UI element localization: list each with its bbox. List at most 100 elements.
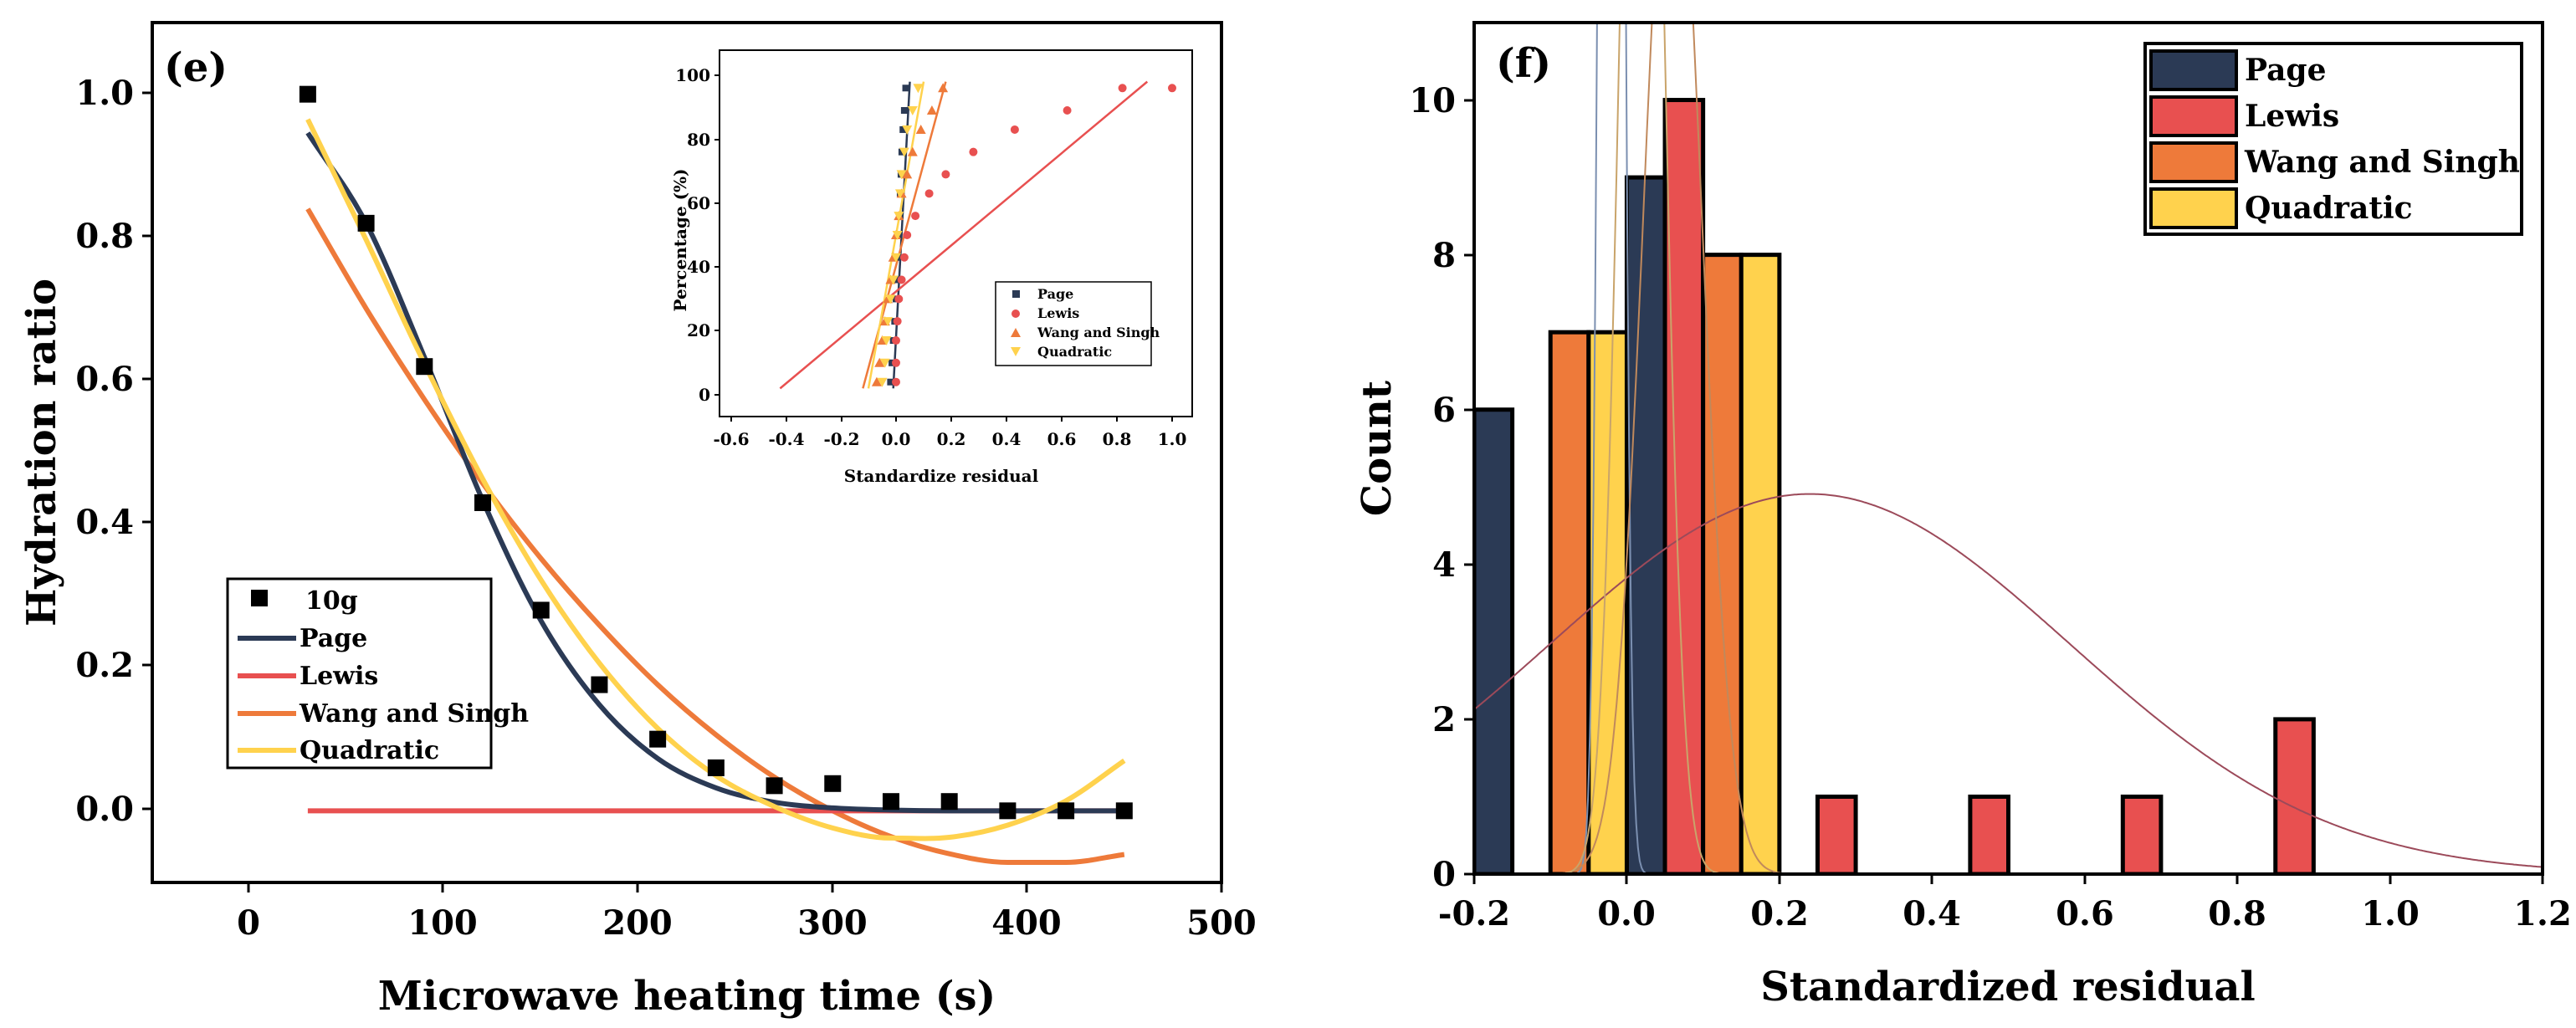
chart-e-point [357, 214, 375, 232]
chart-f-bar-wang-and-singh [1701, 253, 1744, 874]
chart-f-bar-page [1474, 407, 1515, 874]
chart-inset-point-quadratic [883, 317, 894, 327]
chart-f-y-ticks: 0 2 4 6 8 10 [1409, 81, 1474, 894]
chart-f-bar-page [1624, 175, 1667, 874]
chart-e-ytick-label: 0.2 [75, 646, 134, 685]
chart-inset-fit-lewis [779, 80, 1149, 390]
chart-e-point [824, 775, 842, 792]
chart-f-xtick-label: 1.2 [2513, 894, 2572, 933]
chart-inset-legend-frame [995, 281, 1152, 366]
chart-f-curve-lewis [1474, 493, 2543, 868]
chart-f-xtick-label: 0.8 [2208, 894, 2266, 933]
chart-inset-ytick-label: 0 [699, 385, 710, 405]
chart-e-legend-label-page: Page [300, 624, 367, 653]
chart-f-legend-swatch-page [2149, 49, 2238, 91]
chart-e-point [707, 759, 725, 776]
chart-f-bar-quadratic [1739, 253, 1782, 874]
chart-inset-ytick-label: 20 [687, 320, 710, 340]
chart-e-xtick-label: 0 [237, 903, 260, 943]
chart-inset-point-quadratic [879, 358, 890, 368]
chart-inset-point-lewis [1168, 84, 1176, 93]
chart-f-ytick-label: 2 [1432, 700, 1456, 739]
chart-inset-xtick-label: 1.0 [1158, 429, 1187, 449]
chart-e-y-ticks: 0.0 0.2 0.4 0.6 0.8 1.0 [75, 74, 152, 829]
chart-inset-point-quadratic [899, 147, 909, 157]
chart-inset-legend: Page Lewis Wang and Singh Quadratic [995, 281, 1160, 366]
chart-inset-x-axis-title: Standardize residual [844, 466, 1039, 486]
chart-e-point [416, 358, 433, 376]
chart-f-bar-lewis [2120, 794, 2164, 874]
chart-inset-point-lewis [893, 317, 902, 326]
chart-inset-point-page [887, 378, 894, 386]
chart-inset-point-wang-and-singh [907, 146, 918, 156]
chart-inset-xtick-label: 0.4 [992, 429, 1022, 449]
chart-inset-point-lewis [899, 253, 909, 262]
chart-f: (f) -0.2 0.0 0.2 0.4 0.6 0.8 1.0 1.2 0 2… [1354, 21, 2572, 1010]
chart-inset-point-wang-and-singh [874, 357, 885, 367]
chart-e-point [591, 676, 608, 693]
chart-f-xtick-label: 0.0 [1597, 894, 1656, 933]
chart-e-legend-label-10g: 10g [305, 586, 358, 616]
chart-e-ytick-label: 0.8 [75, 217, 134, 256]
chart-inset-point-page [893, 276, 900, 284]
chart-e-point [882, 793, 899, 811]
chart-f-xtick-label: 0.6 [2056, 894, 2114, 933]
chart-f-bar-wang-and-singh [1548, 330, 1591, 874]
chart-inset-point-lewis [911, 212, 920, 221]
chart-inset-ytick-label: 100 [675, 65, 710, 85]
chart-inset-legend-label-quadratic: Quadratic [1037, 344, 1112, 360]
chart-inset-xtick-label: -0.4 [768, 429, 804, 449]
chart-inset-point-lewis [969, 147, 978, 156]
chart-f-ytick-label: 0 [1432, 855, 1456, 894]
chart-e-ytick-label: 1.0 [75, 74, 134, 113]
chart-inset-point-lewis [892, 377, 900, 386]
chart-e-point [940, 793, 958, 811]
chart-inset-point-lewis [892, 336, 900, 345]
chart-inset-legend-marker-quadratic [1011, 347, 1021, 356]
chart-e-legend-label-wang-singh: Wang and Singh [299, 699, 529, 729]
chart-e-xtick-label: 200 [602, 903, 673, 943]
chart-inset-point-wang-and-singh [915, 124, 926, 134]
chart-inset-point-quadratic [894, 189, 905, 199]
chart-inset-point-quadratic [894, 212, 904, 222]
chart-inset-legend-label-lewis: Lewis [1037, 305, 1079, 321]
chart-e-point [1115, 802, 1133, 820]
chart-inset-point-wang-and-singh [871, 376, 882, 386]
chart-f-legend: Page Lewis Wang and Singh Quadratic [2143, 42, 2523, 236]
chart-inset-point-lewis [892, 358, 900, 367]
chart-inset-point-wang-and-singh [938, 83, 949, 93]
chart-f-legend-swatch-wang-singh [2149, 141, 2238, 183]
chart-e-xtick-label: 500 [1186, 903, 1257, 943]
chart-e-xtick-label: 400 [991, 903, 1062, 943]
chart-inset-y-ticks: 0 20 40 60 80 100 [675, 65, 720, 405]
chart-e-ytick-label: 0.0 [75, 790, 134, 829]
chart-f-plot-frame [1472, 21, 2544, 876]
chart-e-point [999, 802, 1017, 820]
chart-e-legend-label-quadratic: Quadratic [300, 736, 439, 765]
chart-f-x-axis-title: Standardized residual [1760, 964, 2256, 1010]
chart-f-xtick-label: 0.4 [1903, 894, 1961, 933]
chart-inset-legend-marker-wang-singh [1011, 328, 1021, 337]
chart-e-line-page [305, 131, 1124, 814]
chart-inset-point-lewis [903, 231, 912, 239]
chart-f-y-axis-title: Count [1354, 381, 1401, 516]
chart-f-xtick-label: 0.2 [1750, 894, 1809, 933]
chart-inset-point-quadratic [892, 231, 903, 240]
chart-inset-xtick-label: 0.2 [937, 429, 966, 449]
chart-e-x-axis-title: Microwave heating time (s) [378, 973, 996, 1020]
chart-e-point [474, 494, 492, 511]
chart-f-bar-lewis [1815, 794, 1858, 874]
chart-inset-point-lewis [1118, 84, 1127, 93]
chart-e-legend-marker-10g [251, 590, 268, 606]
chart-inset-point-lewis [924, 189, 934, 198]
chart-inset-point-quadratic [885, 294, 896, 304]
chart-inset-point-quadratic [902, 125, 913, 135]
chart-e-legend-label-lewis: Lewis [300, 662, 378, 691]
chart-inset-legend-marker-lewis [1011, 309, 1020, 318]
chart-inset-xtick-label: 0.6 [1047, 429, 1077, 449]
chart-inset-point-page [900, 107, 908, 115]
chart-inset-point-quadratic [891, 253, 901, 263]
chart-f-xtick-label: -0.2 [1438, 894, 1510, 933]
chart-inset-xtick-label: -0.2 [823, 429, 859, 449]
chart-inset: -0.6 -0.4 -0.2 0.0 0.2 0.4 0.6 0.8 1.0 0… [670, 49, 1193, 486]
